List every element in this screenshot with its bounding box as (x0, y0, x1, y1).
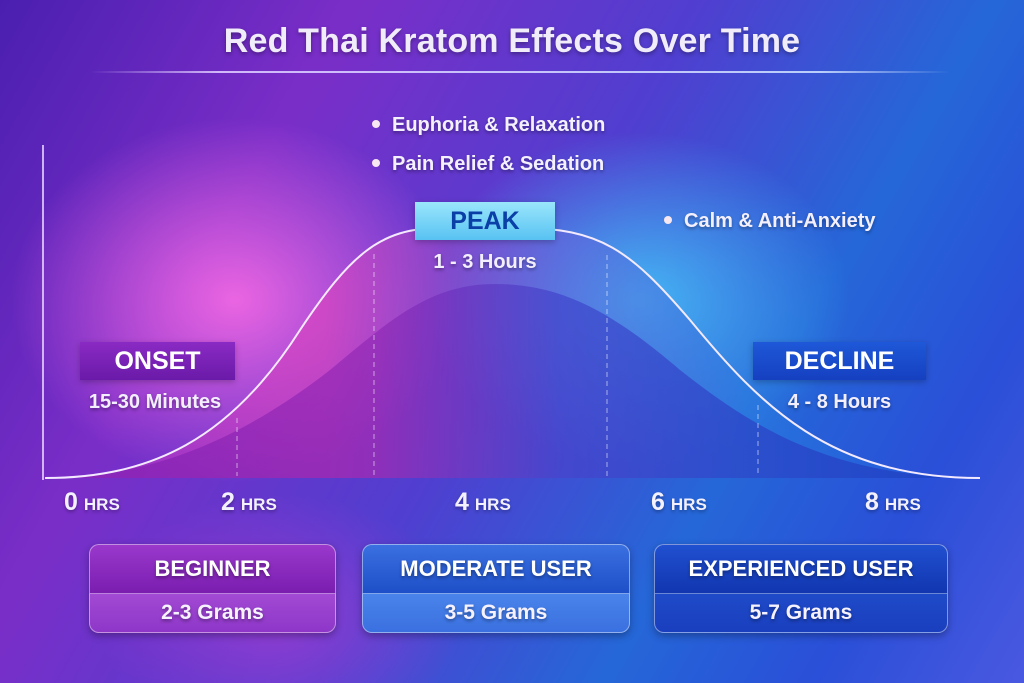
dosage-card-beginner: BEGINNER 2-3 Grams (89, 544, 336, 633)
dosage-amount: 3-5 Grams (444, 601, 548, 624)
bullet-dot-icon (372, 158, 380, 167)
x-tick-4: 4 HRS (455, 488, 511, 516)
dosage-card-moderate: MODERATE USER 3-5 Grams (362, 544, 630, 633)
dosage-amount: 5-7 Grams (749, 601, 853, 624)
dosage-card-experienced: EXPERIENCED USER 5-7 Grams (654, 544, 948, 633)
effect-bullet-calm: Calm & Anti-Anxiety (664, 210, 876, 233)
effect-bullet-euphoria: Euphoria & Relaxation (372, 114, 605, 137)
x-tick-0: 0 HRS (64, 488, 120, 516)
bullet-dot-icon (664, 215, 672, 224)
peak-duration: 1 - 3 Hours (433, 251, 537, 273)
x-tick-8: 8 HRS (865, 488, 921, 516)
chart-title: Red Thai Kratom Effects Over Time (223, 22, 801, 60)
bullet-dot-icon (372, 119, 380, 128)
x-tick-6: 6 HRS (651, 488, 707, 516)
decline-badge: DECLINE (753, 342, 926, 380)
title-divider (90, 71, 950, 73)
dosage-level: EXPERIENCED USER (655, 545, 947, 594)
dosage-amount: 2-3 Grams (161, 601, 264, 624)
decline-duration: 4 - 8 Hours (787, 391, 892, 413)
dosage-level: MODERATE USER (363, 545, 629, 594)
x-tick-2: 2 HRS (221, 488, 277, 516)
peak-badge: PEAK (415, 202, 555, 240)
onset-duration: 15-30 Minutes (88, 391, 222, 413)
onset-badge: ONSET (80, 342, 235, 380)
inner-area (45, 284, 980, 478)
effect-bullet-pain-relief: Pain Relief & Sedation (372, 153, 604, 176)
dosage-level: BEGINNER (90, 545, 335, 594)
